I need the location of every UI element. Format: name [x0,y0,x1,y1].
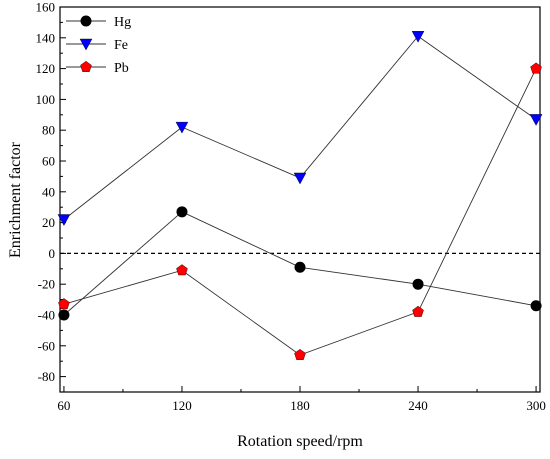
data-point-pb [294,348,306,360]
x-tick-label: 300 [526,398,546,413]
x-axis-title: Rotation speed/rpm [237,433,363,450]
x-tick-label: 180 [290,398,310,413]
x-tick-label: 120 [172,398,192,413]
y-tick-label: 160 [36,0,56,15]
data-point-fe [293,172,307,185]
legend-marker-hg [80,15,92,27]
data-point-fe [57,214,71,226]
y-tick-label: -80 [38,369,55,384]
y-axis-title: Enrichment factor [7,141,24,258]
y-tick-label: 120 [36,61,56,76]
y-tick-label: 80 [42,123,55,138]
data-point-pb [176,264,188,276]
legend-label-fe: Fe [114,38,128,53]
legend-marker-fe [79,38,93,51]
y-tick-label: 60 [42,154,55,169]
data-point-pb [530,62,542,74]
data-point-pb [58,298,70,310]
data-point-hg [294,261,306,273]
plot-frame [59,6,541,393]
y-tick-label: 140 [36,30,56,45]
x-tick-label: 240 [408,398,428,413]
y-tick-label: -60 [38,338,55,353]
data-point-fe [529,114,543,126]
data-point-hg [176,206,188,218]
y-tick-label: 100 [36,92,56,107]
y-tick-label: 40 [42,184,55,199]
data-point-fe [411,31,425,43]
legend-label-pb: Pb [114,61,129,76]
data-point-hg [58,309,70,321]
y-tick-label: -40 [38,308,55,323]
data-point-pb [412,305,424,317]
legend-marker-pb [80,60,92,72]
y-tick-label: 0 [49,246,56,261]
data-point-fe [175,121,189,134]
legend-label-hg: Hg [114,15,131,30]
series-line-pb [63,68,537,356]
data-point-hg [412,278,424,290]
plot-area: -80 -60 -40 -20 0 20 40 60 80 100 120 140 160 60 120 18… [36,0,546,413]
y-tick-label: 20 [42,215,55,230]
y-tick-label: -20 [38,277,55,292]
x-tick-label: 60 [57,398,70,413]
data-point-hg [530,300,542,312]
series-line-fe [63,35,537,220]
